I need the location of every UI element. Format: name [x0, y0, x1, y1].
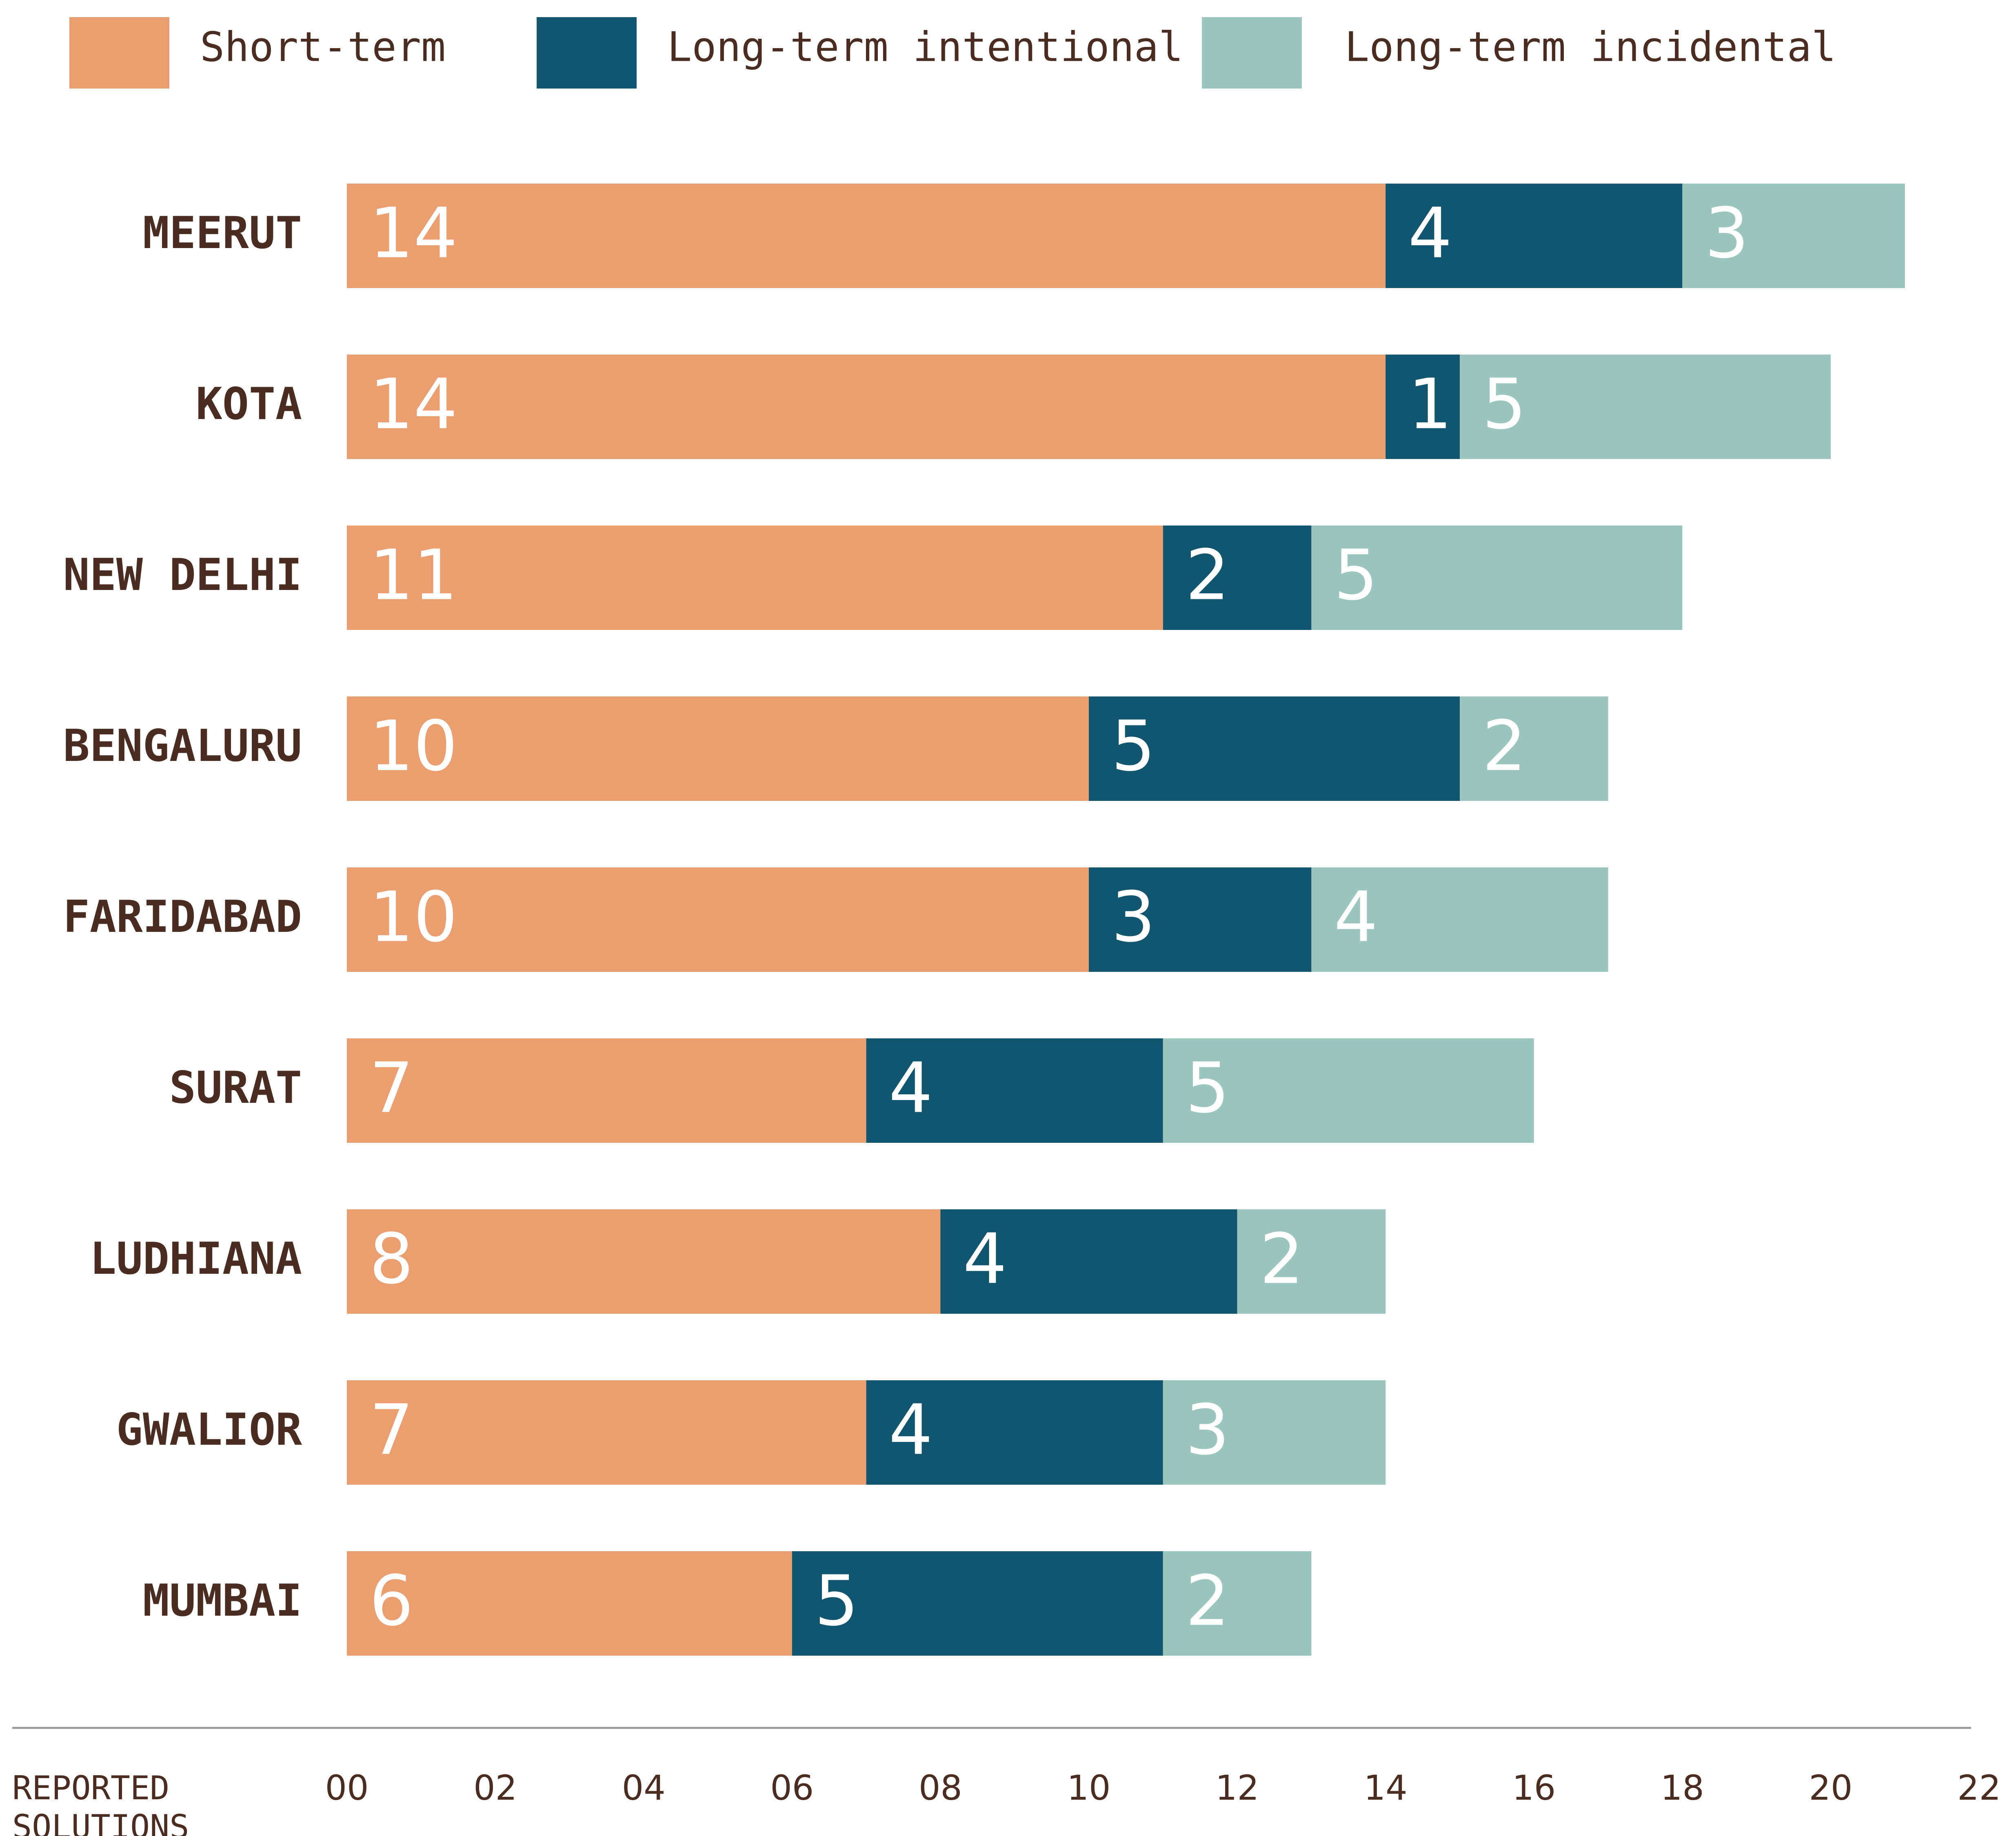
bar-segment-short-term	[347, 1380, 866, 1485]
legend-label-short-term: Short-term	[200, 23, 446, 71]
tick-label: 16	[1512, 1768, 1556, 1808]
legend-label-long-term-incidental: Long-term incidental	[1345, 23, 1836, 71]
bar-segment-long-term-intentional	[940, 1209, 1237, 1314]
data-label: 3	[1186, 1390, 1230, 1470]
bar-row-ludhiana: LUDHIANA 8 4 2	[90, 1209, 1386, 1314]
tick-label: 06	[770, 1768, 814, 1808]
bar-row-new-delhi: NEW DELHI 11 2 5	[63, 526, 1683, 630]
tick-label: 04	[622, 1768, 666, 1808]
legend: Short-term Long-term intentional Long-term…	[69, 17, 1836, 89]
legend-label-long-term-intentional: Long-term intentional	[667, 23, 1183, 71]
data-label: 11	[369, 535, 457, 616]
data-label: 14	[369, 364, 457, 445]
bar-segment-short-term	[347, 1038, 866, 1143]
category-label: NEW DELHI	[63, 550, 302, 601]
bar-segment-short-term	[347, 1551, 792, 1656]
data-label: 2	[1260, 1219, 1304, 1299]
tick-label: 20	[1809, 1768, 1853, 1808]
bar-row-bengaluru: BENGALURU 10 5 2	[63, 696, 1608, 801]
axis-title: REPORTED	[12, 1769, 169, 1807]
data-label: 6	[369, 1561, 413, 1641]
bar-segment-long-term-incidental	[1163, 1551, 1312, 1656]
axis-title: SOLUTIONS	[12, 1808, 189, 1836]
bar-segment-long-term-incidental	[1311, 526, 1683, 630]
bar-segment-short-term	[347, 867, 1089, 972]
category-label: MUMBAI	[143, 1575, 302, 1626]
data-label: 2	[1482, 706, 1526, 787]
bar-segment-short-term	[347, 184, 1386, 288]
bar-segment-long-term-incidental	[1460, 696, 1608, 801]
bar-segment-long-term-intentional	[1089, 867, 1312, 972]
data-label: 10	[369, 706, 457, 787]
data-label: 4	[1334, 877, 1378, 958]
bar-row-faridabad: FARIDABAD 10 3 4	[63, 867, 1608, 972]
bar-segment-long-term-incidental	[1163, 1038, 1534, 1143]
bar-segment-short-term	[347, 696, 1089, 801]
bar-row-meerut: MEERUT 14 4 3	[143, 184, 1905, 288]
bar-segment-long-term-intentional	[866, 1038, 1163, 1143]
data-label: 14	[369, 193, 457, 274]
data-label: 3	[1111, 877, 1155, 958]
tick-label: 08	[919, 1768, 962, 1808]
data-label: 4	[889, 1390, 933, 1470]
tick-label: 14	[1364, 1768, 1408, 1808]
tick-label: 10	[1067, 1768, 1111, 1808]
category-label: KOTA	[196, 379, 302, 430]
bar-row-mumbai: MUMBAI 6 5 2	[143, 1551, 1312, 1656]
bar-segment-long-term-incidental	[1237, 1209, 1386, 1314]
bar-segment-long-term-intentional	[866, 1380, 1163, 1485]
bar-row-surat: SURAT 7 4 5	[169, 1038, 1534, 1143]
category-label: BENGALURU	[63, 721, 302, 772]
data-label: 8	[369, 1219, 413, 1299]
bar-segment-long-term-incidental	[1163, 1380, 1386, 1485]
data-label: 1	[1408, 364, 1452, 445]
category-label: SURAT	[169, 1062, 302, 1113]
tick-label: 02	[473, 1768, 517, 1808]
tick-label: 22	[1957, 1768, 2001, 1808]
legend-swatch-long-term-intentional	[537, 17, 637, 89]
data-label: 3	[1705, 193, 1749, 274]
data-label: 7	[369, 1048, 413, 1129]
tick-label: 12	[1215, 1768, 1259, 1808]
data-label: 5	[1334, 535, 1378, 616]
bar-row-gwalior: GWALIOR 7 4 3	[116, 1380, 1386, 1485]
data-label: 5	[1111, 706, 1155, 787]
data-label: 4	[1408, 193, 1452, 274]
bar-segment-long-term-incidental	[1682, 184, 1905, 288]
bar-segment-long-term-intentional	[1385, 184, 1683, 288]
data-label: 2	[1186, 1561, 1230, 1641]
category-label: LUDHIANA	[90, 1233, 302, 1284]
data-label: 5	[815, 1561, 859, 1641]
legend-swatch-long-term-incidental	[1202, 17, 1302, 89]
data-label: 10	[369, 877, 457, 958]
bar-row-kota: KOTA 14 1 5	[196, 355, 1831, 459]
data-label: 4	[889, 1048, 933, 1129]
x-axis: 00 02 04 06 08 10 12 14 16 18 20 22 REPORTEDSOLUTION…	[12, 1727, 2001, 1836]
bar-segment-short-term	[347, 1209, 941, 1314]
category-label: MEERUT	[143, 208, 302, 259]
bar-segment-long-term-incidental	[1311, 867, 1608, 972]
bar-segment-short-term	[347, 355, 1386, 459]
bar-segment-long-term-intentional	[1089, 696, 1460, 801]
bar-segment-long-term-intentional	[1385, 355, 1460, 459]
bar-segment-short-term	[347, 526, 1163, 630]
bar-segment-long-term-incidental	[1460, 355, 1831, 459]
data-label: 2	[1186, 535, 1230, 616]
data-label: 7	[369, 1390, 413, 1470]
category-label: FARIDABAD	[63, 891, 302, 942]
bar-segment-long-term-intentional	[792, 1551, 1163, 1656]
tick-label: 18	[1661, 1768, 1704, 1808]
bar-segment-long-term-intentional	[1163, 526, 1312, 630]
data-label: 5	[1482, 364, 1526, 445]
tick-label: 00	[325, 1768, 369, 1808]
category-label: GWALIOR	[116, 1404, 302, 1455]
data-label: 4	[963, 1219, 1007, 1299]
data-label: 5	[1186, 1048, 1230, 1129]
legend-swatch-short-term	[69, 17, 169, 89]
